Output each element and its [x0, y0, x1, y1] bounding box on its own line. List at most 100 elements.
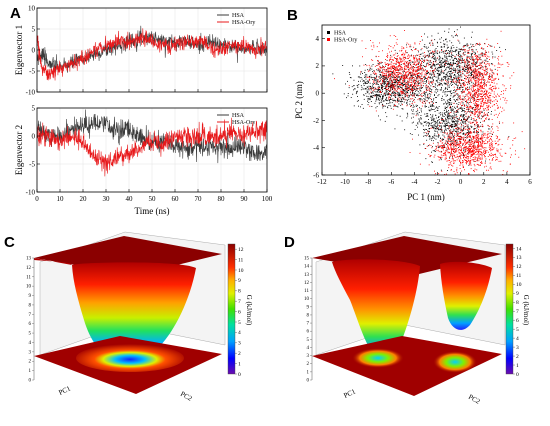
scatter-point — [473, 138, 475, 140]
scatter-point — [365, 78, 367, 80]
scatter-point — [441, 125, 443, 127]
scatter-point — [476, 63, 478, 64]
scatter-point — [405, 95, 407, 97]
scatter-point — [426, 122, 428, 124]
scatter-point — [426, 113, 428, 115]
scatter-point — [414, 83, 415, 85]
scatter-point — [474, 80, 476, 82]
scatter-point — [471, 152, 473, 154]
scatter-point — [386, 86, 388, 88]
scatter-point — [443, 99, 445, 101]
scatter-point — [489, 59, 490, 60]
scatter-point — [381, 98, 383, 99]
scatter-point — [413, 95, 415, 97]
scatter-point — [458, 96, 460, 98]
y-tick-label: 0 — [32, 46, 36, 54]
scatter-point — [463, 90, 465, 92]
scatter-point — [444, 82, 446, 84]
scatter-point — [383, 77, 385, 79]
scatter-point — [429, 90, 430, 92]
legend-label-hsa: HSA — [232, 113, 245, 119]
scatter-point — [475, 79, 477, 81]
scatter-point — [403, 75, 405, 77]
scatter-point — [452, 108, 454, 110]
scatter-point — [404, 77, 406, 78]
scatter-point — [422, 67, 423, 69]
scatter-point — [438, 129, 440, 131]
scatter-point — [464, 61, 466, 63]
scatter-point — [334, 78, 335, 80]
scatter-point — [470, 94, 472, 96]
scatter-point — [392, 92, 394, 93]
scatter-point — [432, 102, 434, 104]
scatter-point — [433, 124, 435, 126]
scatter-point — [448, 164, 450, 165]
scatter-point — [433, 99, 434, 101]
scatter-point — [473, 119, 475, 121]
scatter-point — [447, 118, 449, 120]
scatter-point — [482, 85, 483, 87]
scatter-point — [366, 92, 368, 94]
scatter-point — [379, 66, 381, 68]
scatter-point — [498, 59, 499, 61]
scatter-point — [433, 70, 434, 72]
scatter-point — [462, 130, 463, 132]
scatter-point — [416, 63, 417, 65]
scatter-point — [431, 161, 433, 163]
scatter-point — [428, 135, 430, 137]
scatter-point — [430, 85, 432, 87]
scatter-point — [428, 106, 430, 108]
scatter-point — [470, 78, 472, 80]
scatter-point — [458, 146, 460, 148]
scatter-point — [369, 75, 371, 77]
scatter-point — [384, 62, 386, 64]
scatter-point — [404, 66, 405, 68]
scatter-point — [459, 82, 461, 83]
scatter-point — [464, 80, 466, 82]
scatter-point — [394, 70, 396, 72]
scatter-point — [425, 158, 427, 160]
scatter-point — [466, 101, 467, 102]
scatter-point — [483, 103, 485, 105]
scatter-point — [474, 52, 476, 54]
scatter-point — [485, 118, 486, 120]
scatter-point — [489, 63, 490, 65]
scatter-point — [460, 136, 462, 138]
scatter-point — [408, 83, 409, 85]
scatter-point — [418, 68, 419, 70]
scatter-point — [489, 68, 491, 70]
scatter-point — [472, 56, 474, 57]
scatter-point — [472, 72, 474, 73]
scatter-point — [474, 83, 476, 85]
scatter-point — [437, 124, 439, 126]
scatter-point — [386, 71, 388, 73]
scatter-point — [429, 95, 431, 97]
scatter-point — [445, 108, 446, 109]
scatter-point — [401, 91, 402, 93]
scatter-point — [451, 117, 453, 119]
scatter-point — [488, 126, 490, 127]
scatter-point — [449, 51, 451, 53]
scatter-point — [360, 85, 362, 87]
scatter-point — [425, 87, 427, 89]
scatter-point — [467, 93, 469, 95]
scatter-point — [480, 59, 482, 61]
scatter-point — [479, 58, 481, 60]
scatter-point — [388, 64, 390, 65]
scatter-point — [465, 111, 467, 112]
scatter-point — [404, 67, 405, 69]
scatter-point — [396, 81, 398, 83]
scatter-point — [409, 77, 411, 79]
scatter-point — [430, 117, 432, 119]
scatter-point — [408, 54, 409, 56]
scatter-point — [464, 104, 466, 106]
scatter-point — [462, 83, 463, 85]
scatter-point — [464, 64, 466, 66]
scatter-point — [400, 78, 402, 80]
scatter-point — [502, 63, 504, 65]
scatter-point — [416, 90, 418, 91]
scatter-point — [442, 134, 444, 136]
scatter-point — [467, 83, 469, 85]
scatter-point — [371, 65, 373, 67]
scatter-point — [472, 95, 474, 97]
